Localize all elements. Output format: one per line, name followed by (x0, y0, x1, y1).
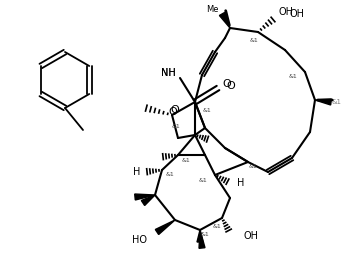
Polygon shape (141, 195, 155, 206)
Text: HO: HO (132, 235, 147, 245)
Text: O: O (169, 107, 177, 117)
Text: H: H (132, 167, 140, 177)
Polygon shape (315, 99, 331, 105)
Text: &1: &1 (203, 108, 211, 112)
Text: &1: &1 (198, 178, 207, 183)
Polygon shape (199, 230, 205, 248)
Text: NH: NH (161, 68, 175, 78)
Text: &1: &1 (288, 74, 297, 80)
Text: OH: OH (278, 7, 293, 17)
Text: O: O (226, 81, 235, 91)
Polygon shape (155, 220, 175, 234)
Text: O: O (171, 105, 179, 115)
Text: &1: &1 (332, 99, 342, 105)
Text: H: H (237, 178, 245, 188)
Text: &1: &1 (172, 124, 180, 129)
Text: &1: &1 (250, 37, 258, 42)
Text: O: O (223, 79, 231, 89)
Text: &1: &1 (213, 223, 221, 229)
Text: OH: OH (244, 231, 259, 241)
Polygon shape (197, 230, 203, 242)
Text: &1: &1 (182, 158, 190, 163)
Text: &1: &1 (248, 164, 257, 170)
Text: &1: &1 (166, 172, 174, 178)
Text: &1: &1 (201, 233, 209, 238)
Polygon shape (135, 194, 155, 200)
Text: NH: NH (161, 68, 175, 78)
Text: OH: OH (290, 9, 305, 19)
Text: Me: Me (206, 6, 218, 14)
Polygon shape (220, 13, 230, 28)
